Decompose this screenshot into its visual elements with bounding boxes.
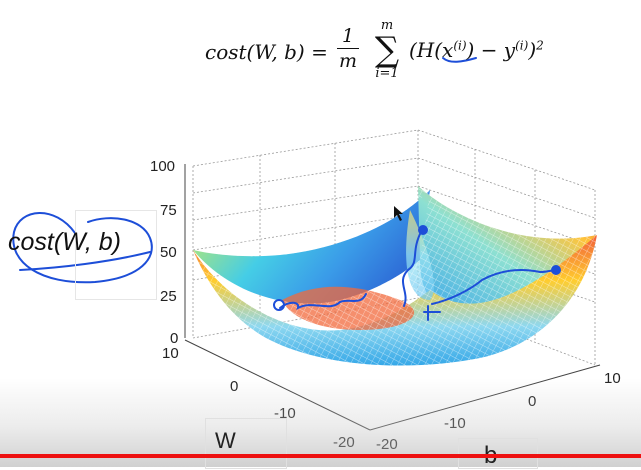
- rhs-superscript-1: (i): [453, 38, 467, 53]
- sum-upper-limit: m: [380, 18, 394, 33]
- w-tick-label: 0: [230, 378, 239, 395]
- rhs-end: ): [528, 38, 537, 62]
- z-tick-label: 0: [170, 330, 179, 347]
- fraction-numerator: 1: [337, 24, 359, 49]
- cost-formula: cost(W, b) = 1 m m ∑ i=1 (H(x(i)) − y(i)…: [205, 18, 605, 98]
- z-tick-label: 100: [150, 158, 176, 175]
- b-tick-label: -10: [444, 415, 466, 432]
- rhs-superscript-2: (i): [515, 38, 529, 53]
- z-tick-label: 75: [160, 202, 177, 219]
- formula-fraction: 1 m: [337, 24, 359, 73]
- rhs-main: (H(x: [409, 38, 454, 62]
- fraction-denominator: m: [338, 50, 358, 72]
- z-tick-label: 25: [160, 288, 177, 305]
- rhs-exponent: 2: [536, 38, 544, 53]
- video-progress-bar[interactable]: [0, 454, 641, 458]
- b-tick-label: 0: [528, 393, 537, 410]
- w-axis-caption: W: [215, 428, 236, 453]
- gradient-descent-scribbles: [12, 57, 561, 321]
- summation: m ∑ i=1: [367, 18, 407, 82]
- rhs-mid: ) − y: [466, 38, 516, 62]
- formula-rhs: (H(x(i)) − y(i))2: [409, 38, 544, 62]
- faint-frame-left: [75, 210, 157, 300]
- cost-surface: [193, 186, 597, 366]
- w-tick-label: 10: [162, 345, 179, 362]
- sigma-icon: ∑: [374, 30, 400, 70]
- b-tick-label: -20: [376, 436, 398, 453]
- cursor-icon: [394, 206, 403, 221]
- handwritten-cost-label: cost(W, b): [8, 228, 121, 256]
- w-tick-label: -20: [333, 434, 355, 451]
- b-tick-label: 10: [604, 370, 621, 387]
- z-tick-label: 50: [160, 244, 177, 261]
- formula-lhs: cost(W, b) =: [205, 40, 328, 64]
- sum-lower-limit: i=1: [375, 66, 399, 81]
